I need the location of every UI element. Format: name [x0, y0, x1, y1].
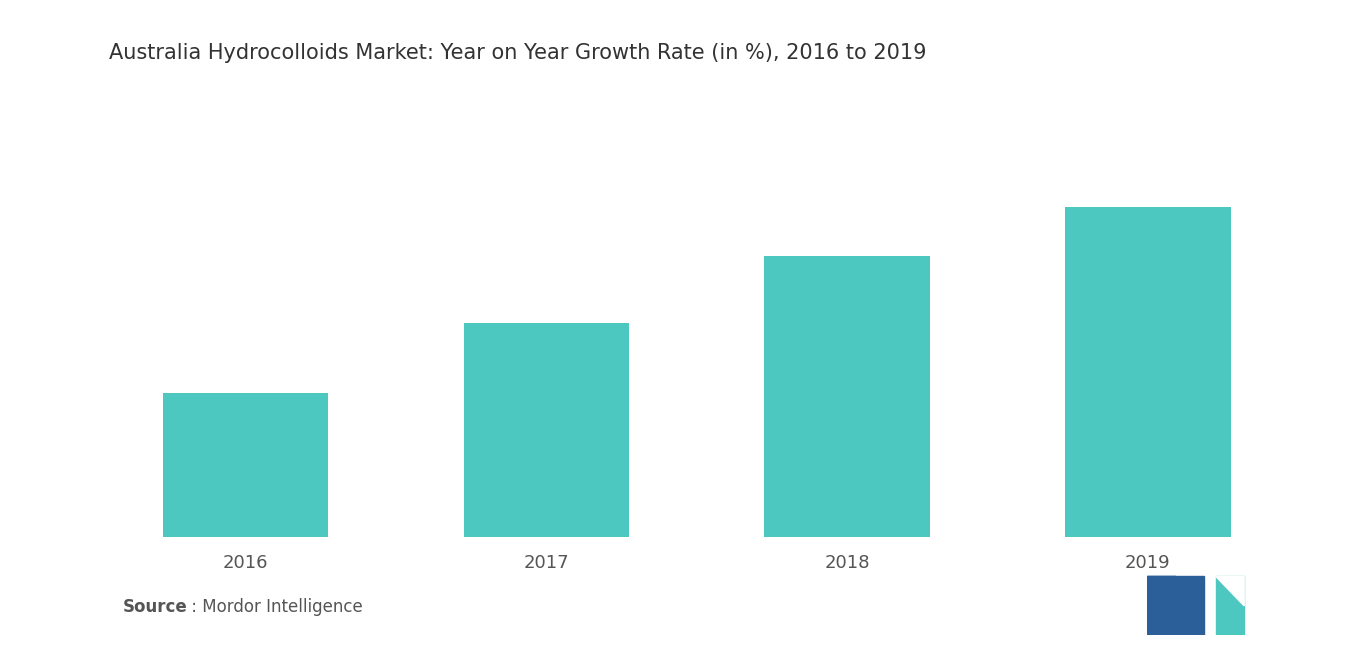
Text: Source: Source: [123, 598, 187, 616]
Polygon shape: [1216, 576, 1244, 606]
Bar: [765, 257, 930, 537]
Bar: [163, 392, 328, 537]
Polygon shape: [1216, 576, 1244, 635]
Text: Australia Hydrocolloids Market: Year on Year Growth Rate (in %), 2016 to 2019: Australia Hydrocolloids Market: Year on …: [109, 43, 926, 63]
Polygon shape: [1176, 576, 1205, 635]
Bar: [1065, 207, 1231, 537]
Polygon shape: [1147, 576, 1176, 635]
Text: : Mordor Intelligence: : Mordor Intelligence: [186, 598, 362, 616]
Bar: [463, 322, 628, 537]
Polygon shape: [1147, 576, 1176, 606]
